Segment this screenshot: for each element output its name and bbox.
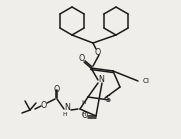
Text: O: O	[79, 54, 85, 63]
Text: H: H	[82, 112, 86, 117]
Text: N: N	[64, 104, 70, 112]
Text: O: O	[54, 85, 60, 95]
Text: O: O	[95, 48, 101, 56]
Text: N: N	[98, 75, 104, 84]
Text: H: H	[82, 100, 86, 105]
Text: S: S	[106, 95, 110, 104]
Text: Cl: Cl	[142, 78, 150, 84]
Text: O: O	[41, 100, 47, 110]
Text: O: O	[82, 111, 88, 121]
Text: H: H	[63, 111, 67, 116]
